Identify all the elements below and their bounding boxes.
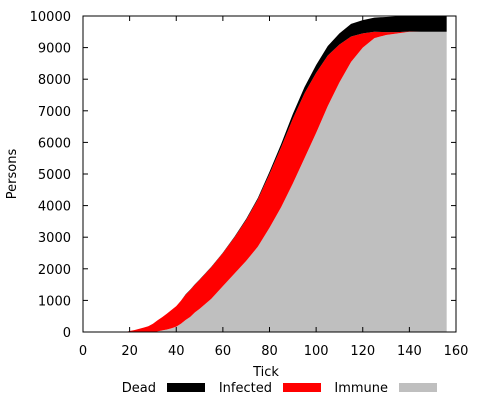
legend-label-immune: Immune [334, 381, 388, 396]
legend-swatch-dead [167, 383, 205, 392]
legend-swatch-infected [283, 383, 321, 392]
y-tick-label: 9000 [38, 42, 71, 57]
x-tick-label: 120 [350, 344, 375, 359]
x-tick-label: 80 [261, 344, 278, 359]
x-tick-label: 40 [168, 344, 185, 359]
x-tick-label: 100 [304, 344, 329, 359]
series-areas [83, 16, 447, 332]
x-tick-label: 140 [397, 344, 422, 359]
y-tick-label: 5000 [38, 168, 71, 183]
x-tick-label: 0 [79, 344, 87, 359]
y-tick-label: 3000 [38, 231, 71, 246]
legend-swatch-immune [399, 383, 437, 392]
y-tick-label: 10000 [30, 10, 71, 25]
x-axis-label: Tick [252, 365, 279, 380]
x-tick-label: 60 [215, 344, 232, 359]
y-axis-label: Persons [5, 149, 20, 200]
y-tick-label: 4000 [38, 200, 71, 215]
legend-label-infected: Infected [219, 381, 272, 396]
series-area-immune [83, 32, 447, 332]
y-tick-label: 2000 [38, 263, 71, 278]
legend-label-dead: Dead [122, 381, 156, 396]
legend: Dead Infected Immune [122, 381, 437, 396]
y-tick-label: 8000 [38, 73, 71, 88]
x-tick-label: 160 [444, 344, 469, 359]
y-tick-label: 7000 [38, 105, 71, 120]
x-tick-label: 20 [121, 344, 138, 359]
y-tick-label: 1000 [38, 294, 71, 309]
y-tick-label: 6000 [38, 136, 71, 151]
y-tick-label: 0 [63, 326, 71, 341]
